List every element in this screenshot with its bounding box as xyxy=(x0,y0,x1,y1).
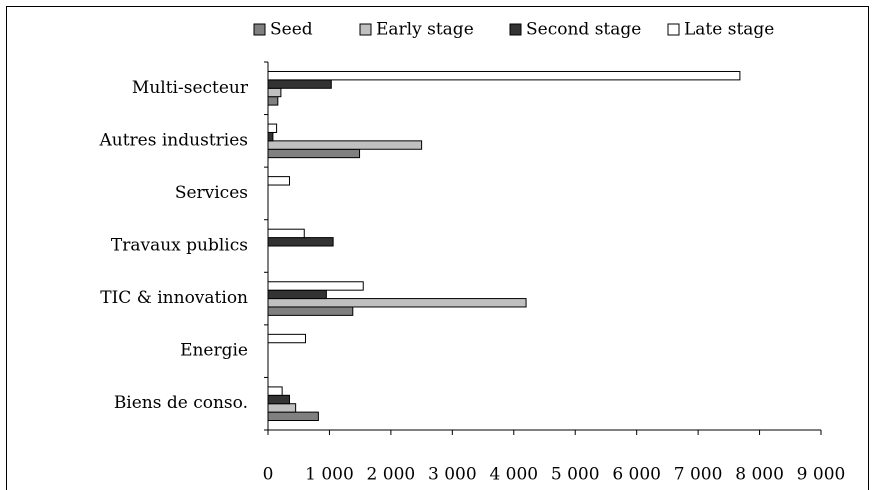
y-tick-label: Energie xyxy=(180,341,248,361)
legend-swatch xyxy=(667,23,680,36)
legend-label: Early stage xyxy=(376,20,474,40)
y-tick-label: TIC & innovation xyxy=(100,288,248,308)
y-tick-label: Services xyxy=(175,183,248,203)
bar xyxy=(267,228,305,239)
x-tick-label: 9 000 xyxy=(797,465,846,485)
y-tick-label: Biens de conso. xyxy=(114,393,248,413)
legend-label: Late stage xyxy=(684,20,774,40)
bar xyxy=(267,386,283,396)
bar xyxy=(267,298,527,308)
x-tick-label: 2 000 xyxy=(367,465,416,485)
y-tick-label: Autres industries xyxy=(99,130,249,150)
x-tick-label: 0 xyxy=(263,465,274,485)
legend-swatch xyxy=(253,23,266,36)
x-tick-label: 6 000 xyxy=(612,465,661,485)
bar xyxy=(267,403,297,413)
chart-frame xyxy=(6,6,869,490)
y-tick-label: Multi-secteur xyxy=(132,78,249,98)
bar xyxy=(267,411,319,422)
bar xyxy=(267,176,291,186)
x-tick-label: 8 000 xyxy=(735,465,784,485)
bar xyxy=(267,131,274,142)
bar xyxy=(267,140,423,150)
legend-swatch xyxy=(359,23,372,36)
x-tick-label: 4 000 xyxy=(489,465,538,485)
bar xyxy=(267,70,741,81)
bar xyxy=(267,79,332,89)
legend-label: Second stage xyxy=(526,20,641,40)
legend-swatch xyxy=(509,23,522,36)
bar xyxy=(267,289,327,300)
bar xyxy=(267,87,282,98)
legend-label: Seed xyxy=(270,20,313,40)
bar xyxy=(267,333,306,344)
bar xyxy=(267,306,354,316)
x-tick-label: 1 000 xyxy=(305,465,354,485)
bar xyxy=(267,96,279,106)
y-tick-label: Travaux publics xyxy=(111,236,248,256)
x-tick-label: 7 000 xyxy=(674,465,723,485)
x-tick-label: 3 000 xyxy=(428,465,477,485)
bar xyxy=(267,281,364,291)
bar xyxy=(267,148,361,159)
bar xyxy=(267,237,334,247)
bar xyxy=(267,123,278,133)
x-tick-label: 5 000 xyxy=(551,465,600,485)
bar xyxy=(267,394,291,405)
